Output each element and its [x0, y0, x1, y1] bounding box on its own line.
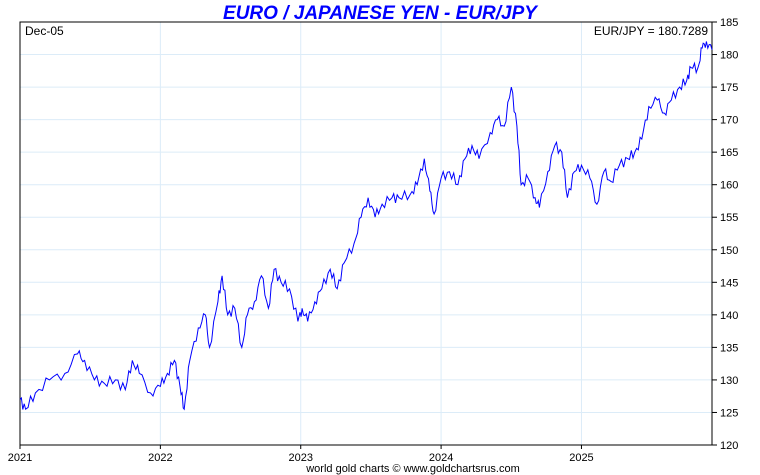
y-tick-label: 150: [720, 245, 738, 257]
chart-title: EURO / JAPANESE YEN - EUR/JPY: [223, 3, 539, 24]
x-tick-label: 2025: [569, 452, 593, 464]
y-tick-label: 140: [720, 310, 738, 322]
x-axis: 2021 2022 2023 2024 2025: [8, 445, 594, 464]
y-tick-label: 155: [720, 212, 738, 224]
x-tick-label: 2024: [429, 452, 453, 464]
series-line-eurjpy: [19, 41, 713, 411]
y-tick-label: 120: [720, 440, 738, 452]
x-tick-label: 2021: [8, 452, 32, 464]
y-tick-label: 125: [720, 407, 738, 419]
y-tick-label: 185: [720, 17, 738, 29]
y-tick-label: 135: [720, 342, 738, 354]
y-tick-label: 170: [720, 115, 738, 127]
footer-credit: world gold charts © www.goldchartsrus.co…: [305, 463, 520, 475]
current-value-label: EUR/JPY = 180.7289: [594, 24, 709, 38]
x-tick-label: 2023: [288, 452, 312, 464]
date-label: Dec-05: [25, 24, 64, 38]
grid: [19, 21, 712, 446]
x-tick-label: 2022: [148, 452, 172, 464]
y-tick-label: 180: [720, 50, 738, 62]
y-tick-label: 130: [720, 375, 738, 387]
y-axis: 120 125 130 135 140 145 150 155 160 165 170 175 180 1…: [712, 17, 738, 452]
y-tick-label: 165: [720, 147, 738, 159]
y-tick-label: 160: [720, 180, 738, 192]
plot-frame: [19, 21, 713, 446]
y-tick-label: 175: [720, 82, 738, 94]
y-tick-label: 145: [720, 277, 738, 289]
